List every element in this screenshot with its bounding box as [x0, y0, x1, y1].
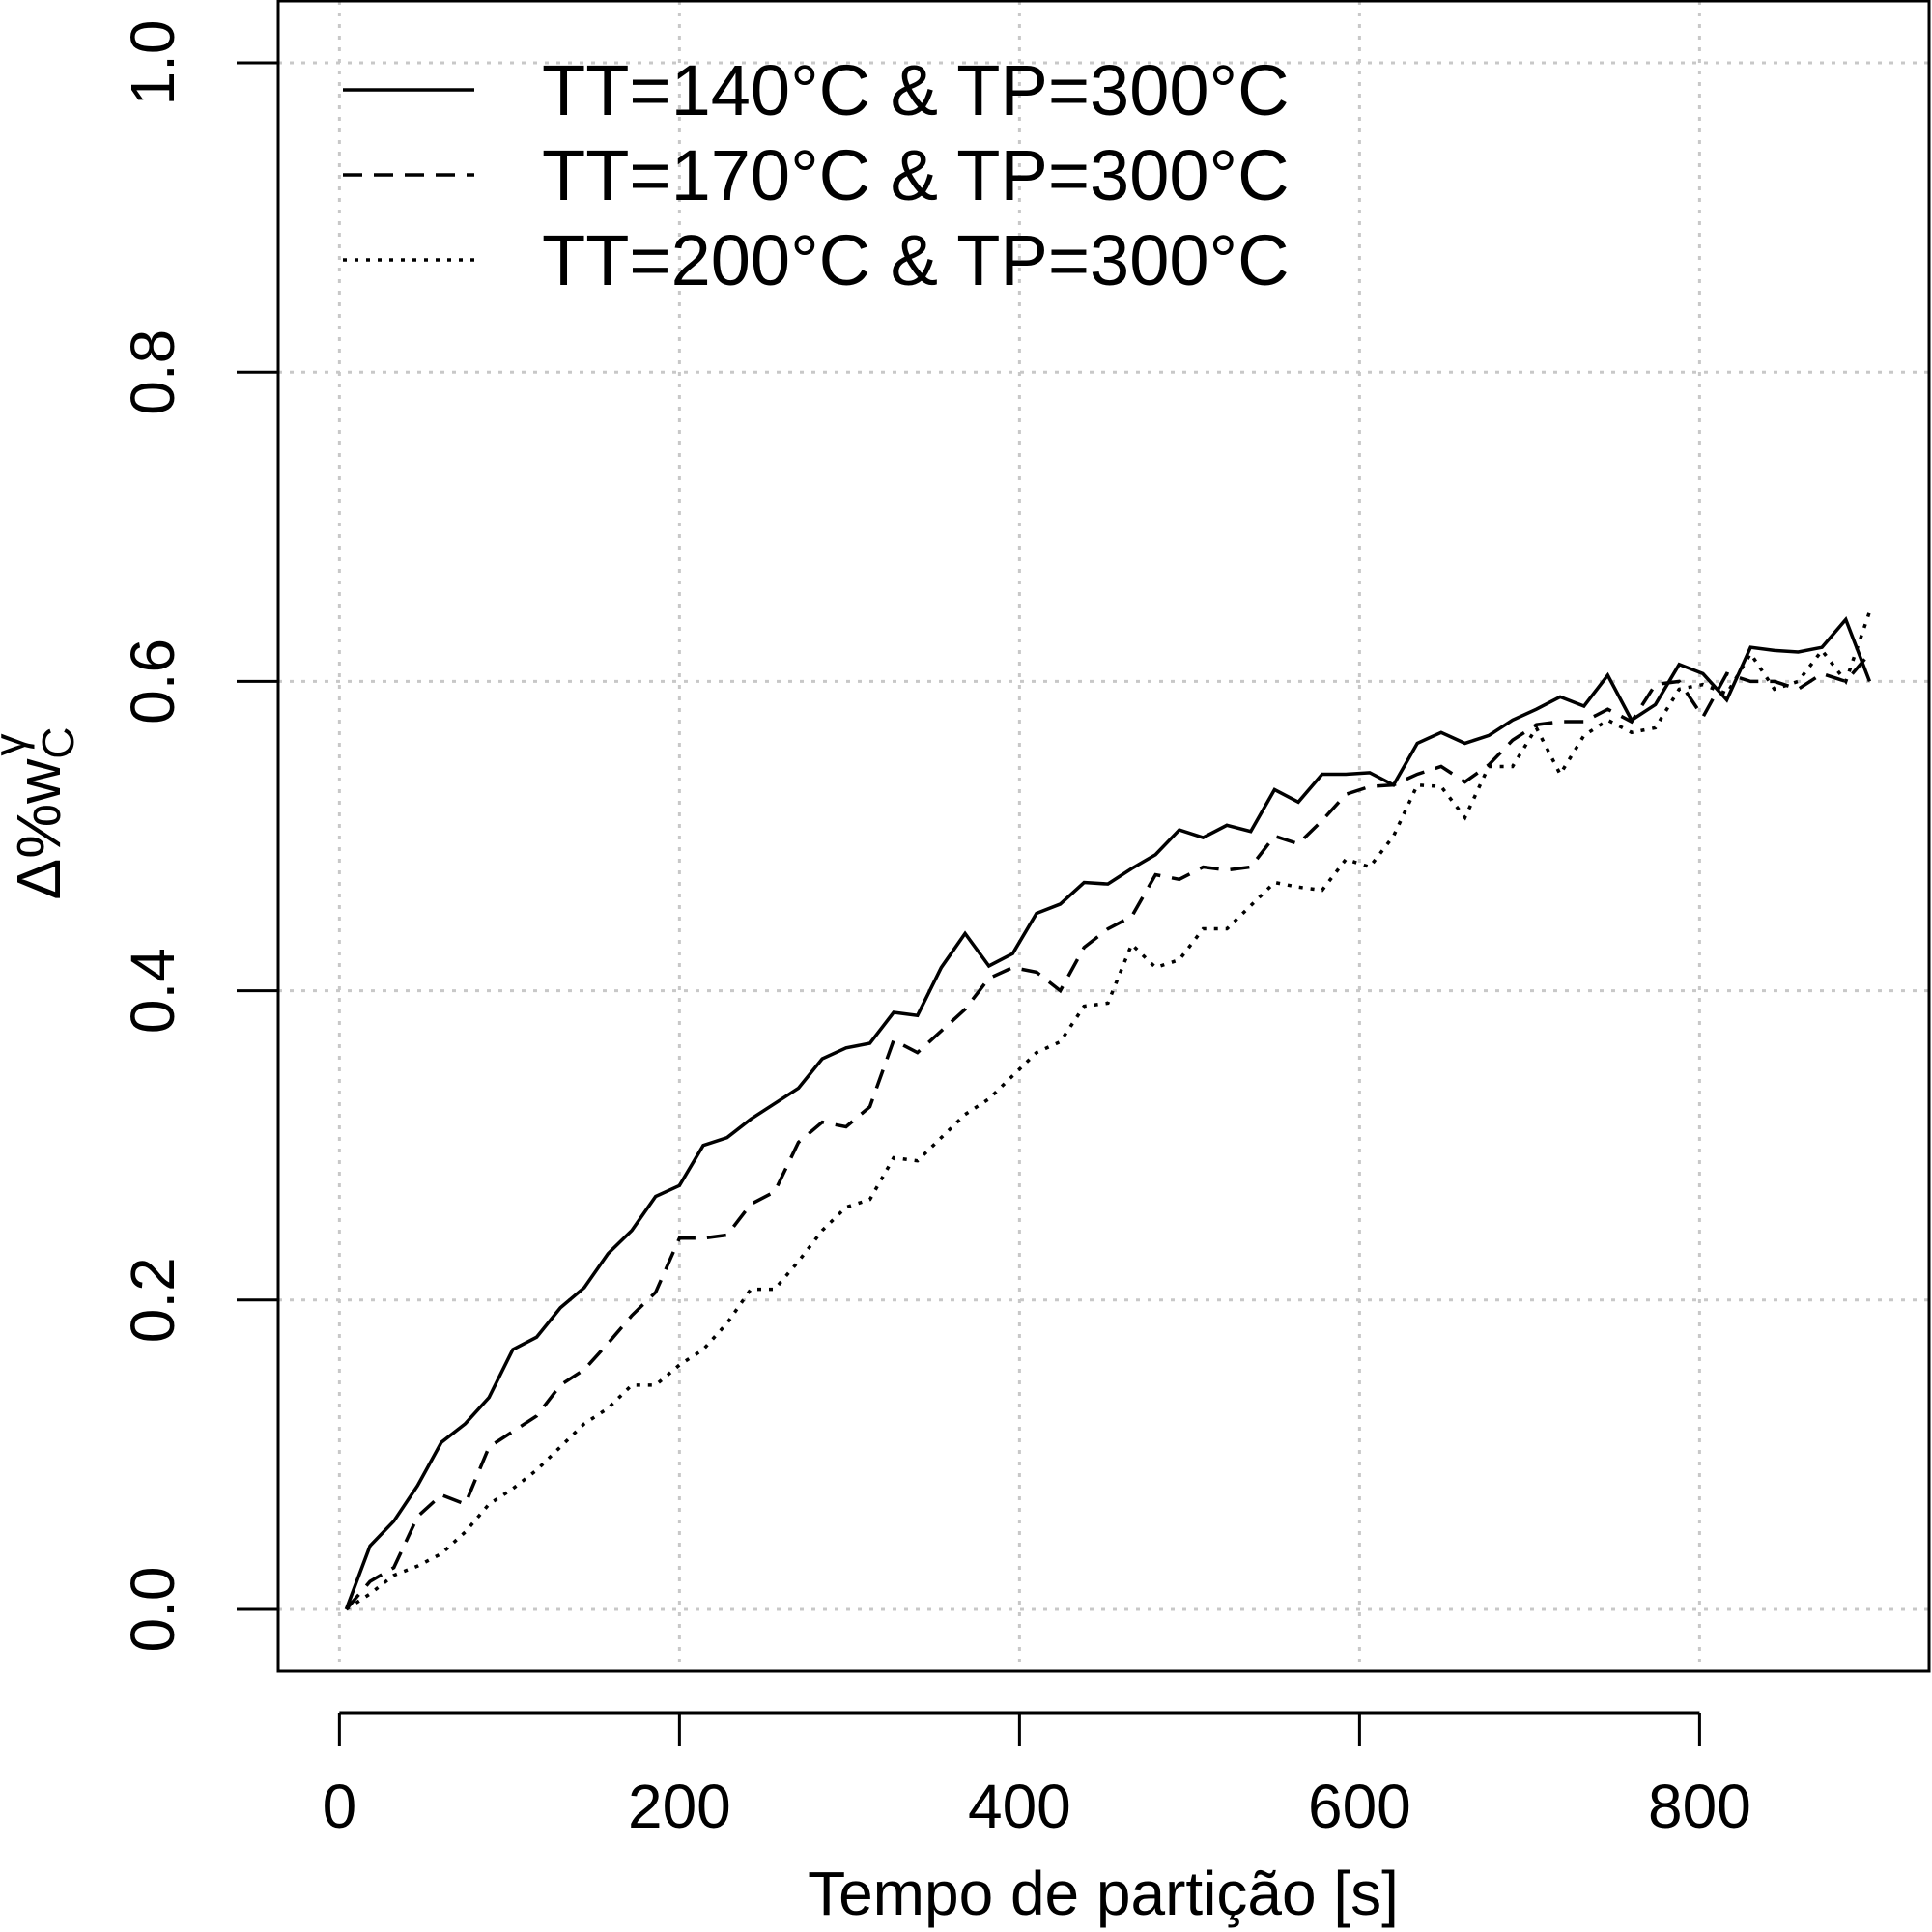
y-tick-label: 0.0: [118, 1566, 187, 1652]
x-axis-label: Tempo de partição [s]: [808, 1859, 1399, 1928]
data-line: [345, 652, 1871, 1611]
y-tick-label: 1.0: [118, 20, 187, 106]
legend-label: TT=140°C & TP=300°C: [542, 50, 1290, 130]
y-tick-label: 0.8: [118, 329, 187, 415]
x-tick-label: 800: [1648, 1772, 1751, 1841]
y-axis-label: Δ%wCγ: [0, 726, 83, 899]
legend-label: TT=200°C & TP=300°C: [542, 220, 1290, 300]
x-tick-label: 600: [1308, 1772, 1411, 1841]
y-label-main: Δ%w: [4, 758, 73, 900]
x-tick-label: 400: [968, 1772, 1071, 1841]
y-tick-label: 0.2: [118, 1257, 187, 1343]
x-tick-label: 200: [628, 1772, 731, 1841]
legend-label: TT=170°C & TP=300°C: [542, 135, 1290, 215]
data-line: [344, 616, 1872, 1610]
y-tick-label: 0.4: [118, 948, 187, 1034]
y-tick-label: 0.6: [118, 639, 187, 724]
data-line: [345, 611, 1872, 1611]
y-label-sub: C: [33, 726, 83, 758]
plot-frame: [276, 0, 1931, 1673]
x-tick-label: 0: [323, 1772, 357, 1841]
y-label-sup: γ: [0, 733, 35, 755]
